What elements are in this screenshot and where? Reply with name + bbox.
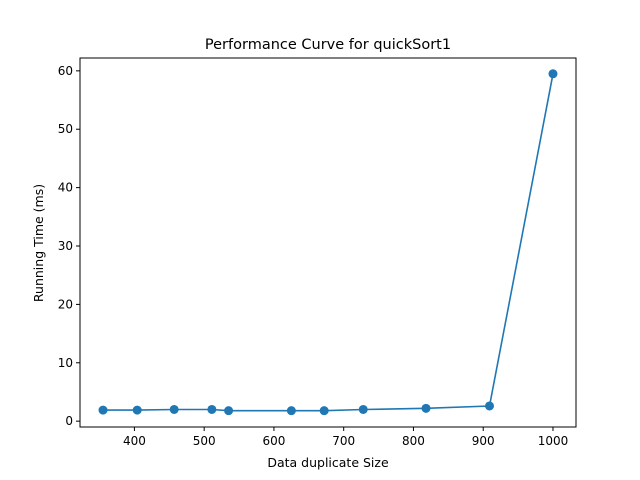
y-axis: 0 10 20 30 40 50 60 [58,64,80,428]
x-axis-label: Data duplicate Size [267,455,389,470]
data-point [421,403,431,413]
data-point [132,405,142,415]
x-tick-label: 400 [123,434,146,448]
y-tick-label: 50 [58,122,73,136]
y-tick-label: 20 [58,297,73,311]
x-tick-label: 700 [332,434,355,448]
data-point [207,404,217,414]
data-point [286,406,296,416]
y-tick-label: 10 [58,356,73,370]
data-point [358,404,368,414]
y-tick-label: 40 [58,181,73,195]
data-point [98,405,108,415]
x-axis: 400 500 600 700 800 900 1000 [123,427,568,448]
chart-title: Performance Curve for quickSort1 [205,37,451,53]
x-tick-label: 900 [472,434,495,448]
plot-area [79,57,577,428]
data-point [484,401,494,411]
x-tick-label: 600 [262,434,285,448]
x-tick-label: 500 [193,434,216,448]
x-tick-label: 1000 [538,434,569,448]
series-layer [98,69,558,416]
plot-frame [79,57,577,428]
data-point [224,406,234,416]
data-point [319,406,329,416]
x-tick-label: 800 [402,434,425,448]
y-tick-label: 30 [58,239,73,253]
y-tick-label: 0 [65,414,73,428]
data-point [169,404,179,414]
y-tick-label: 60 [58,64,73,78]
data-point [548,69,558,79]
y-axis-label: Running Time (ms) [31,184,46,302]
